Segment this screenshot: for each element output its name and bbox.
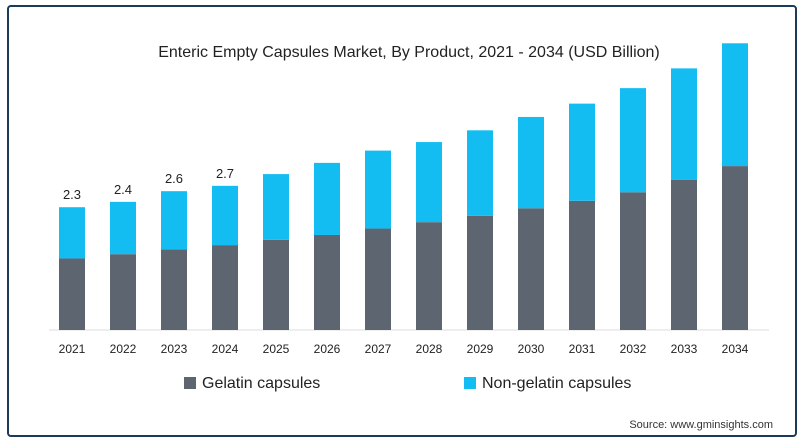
data-label-2024: 2.7: [216, 166, 234, 181]
bar-gelatin-2032: [620, 192, 646, 330]
bar-non-gelatin-2027: [365, 150, 391, 229]
bar-non-gelatin-2025: [263, 174, 289, 240]
bar-non-gelatin-2033: [671, 68, 697, 180]
bar-gelatin-2031: [569, 200, 595, 330]
bar-non-gelatin-2026: [314, 162, 340, 235]
bar-non-gelatin-2029: [467, 130, 493, 216]
source-note: Source: www.gminsights.com: [629, 419, 773, 431]
x-tick-2021: 2021: [59, 342, 86, 356]
bar-non-gelatin-2031: [569, 103, 595, 201]
bar-non-gelatin-2021: [59, 207, 85, 259]
x-tick-2024: 2024: [212, 342, 239, 356]
bar-gelatin-2022: [110, 254, 136, 330]
chart-frame: Enteric Empty Capsules Market, By Produc…: [7, 5, 797, 437]
bars-group: [59, 43, 748, 330]
bar-gelatin-2024: [212, 245, 238, 330]
bar-non-gelatin-2022: [110, 201, 136, 255]
legend: Gelatin capsules Non-gelatin capsules: [184, 375, 631, 392]
legend-label-non-gelatin: Non-gelatin capsules: [482, 375, 631, 392]
x-tick-2025: 2025: [263, 342, 290, 356]
stacked-bar-chart: Enteric Empty Capsules Market, By Produc…: [49, 43, 773, 431]
data-label-2022: 2.4: [114, 182, 132, 197]
bar-gelatin-2030: [518, 208, 544, 330]
x-tick-2023: 2023: [161, 342, 188, 356]
bar-gelatin-2034: [722, 166, 748, 330]
x-tick-2028: 2028: [416, 342, 443, 356]
data-label-2021: 2.3: [63, 187, 81, 202]
x-tick-2027: 2027: [365, 342, 392, 356]
bar-gelatin-2025: [263, 239, 289, 330]
x-tick-2031: 2031: [569, 342, 596, 356]
x-tick-2030: 2030: [518, 342, 545, 356]
bar-non-gelatin-2034: [722, 43, 748, 167]
chart-title: Enteric Empty Capsules Market, By Produc…: [158, 44, 660, 61]
bar-non-gelatin-2023: [161, 191, 187, 250]
x-tick-2029: 2029: [467, 342, 494, 356]
bar-gelatin-2027: [365, 228, 391, 330]
data-label-2023: 2.6: [165, 171, 183, 186]
bar-gelatin-2033: [671, 179, 697, 330]
x-tick-2033: 2033: [671, 342, 698, 356]
x-tick-2034: 2034: [722, 342, 749, 356]
x-tick-2026: 2026: [314, 342, 341, 356]
bar-gelatin-2028: [416, 222, 442, 330]
bar-non-gelatin-2030: [518, 116, 544, 209]
bar-gelatin-2026: [314, 234, 340, 330]
bar-non-gelatin-2032: [620, 88, 646, 193]
legend-swatch-gelatin: [184, 377, 196, 389]
bar-gelatin-2021: [59, 258, 85, 330]
legend-label-gelatin: Gelatin capsules: [202, 375, 320, 392]
bar-gelatin-2029: [467, 215, 493, 330]
legend-swatch-non-gelatin: [464, 377, 476, 389]
x-tick-2032: 2032: [620, 342, 647, 356]
x-tick-2022: 2022: [110, 342, 137, 356]
x-tick-labels: 2021 2022 2023 2024 2025 2026 2027 2028 2029 2030…: [59, 342, 749, 356]
bar-non-gelatin-2024: [212, 185, 238, 246]
bar-non-gelatin-2028: [416, 142, 442, 223]
bar-gelatin-2023: [161, 249, 187, 330]
data-labels: 2.3 2.4 2.6 2.7: [63, 166, 234, 202]
